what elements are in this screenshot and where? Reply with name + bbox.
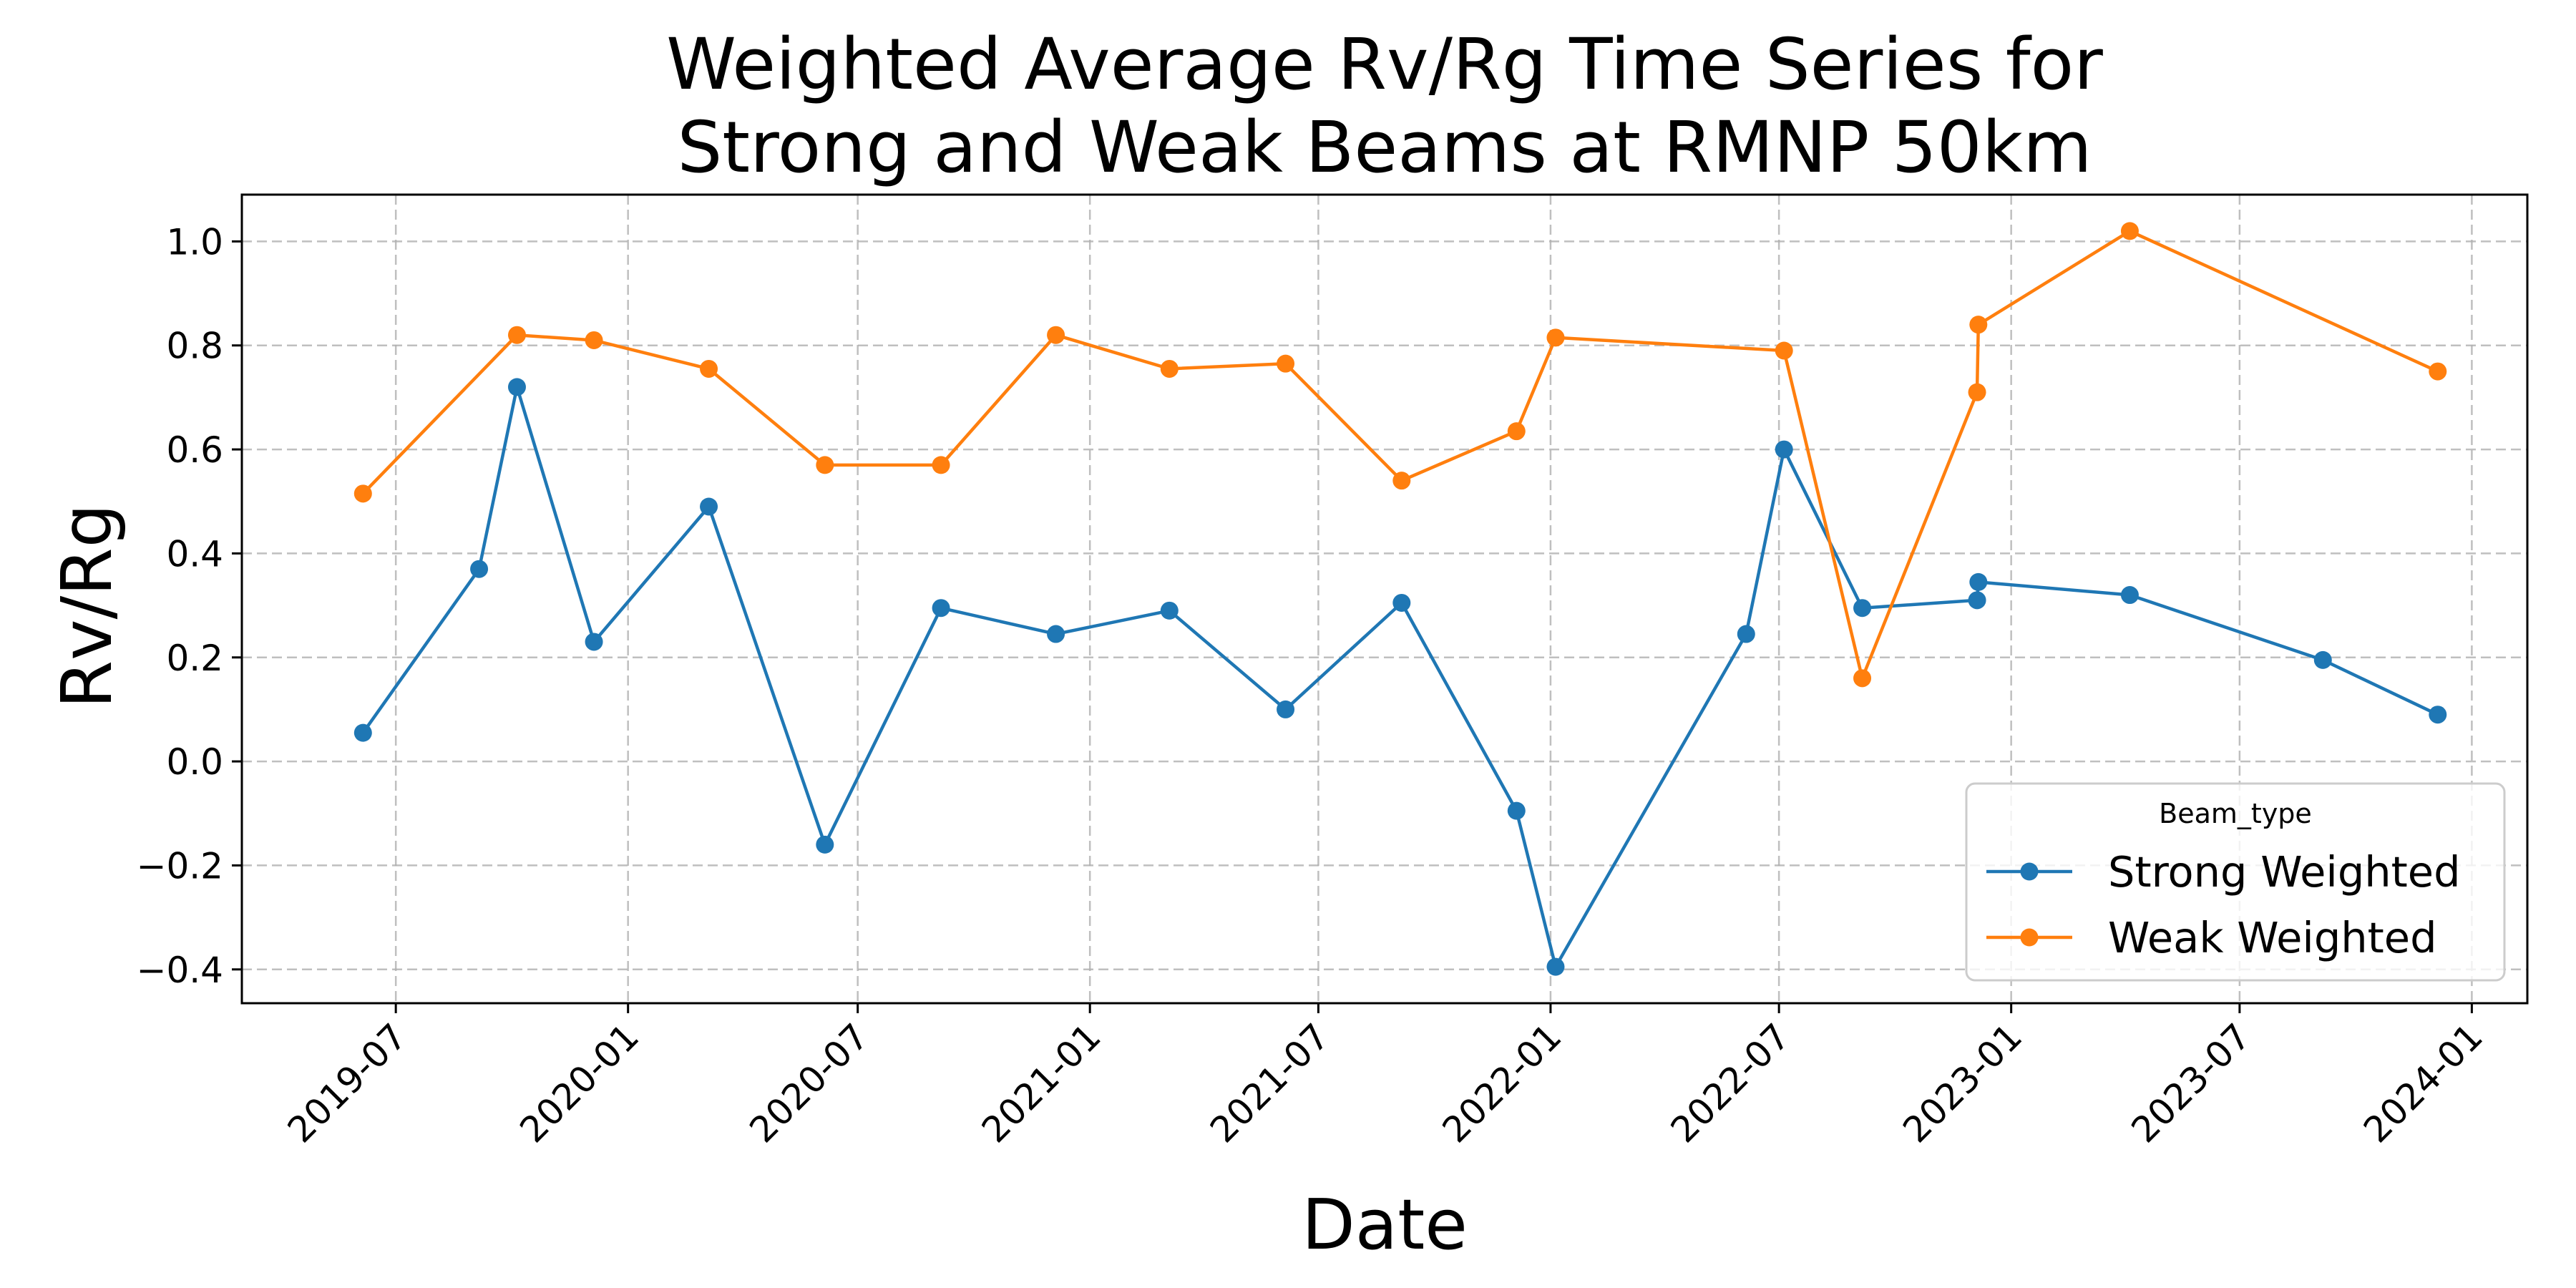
data-point-strong-weighted <box>507 378 526 396</box>
series-strong-weighted <box>353 378 2447 976</box>
x-tick-label: 2023-07 <box>2124 1015 2259 1151</box>
legend-label: Weak Weighted <box>2108 913 2437 962</box>
data-point-strong-weighted <box>816 835 834 854</box>
data-point-strong-weighted <box>1160 601 1179 620</box>
x-tick-label: 2021-07 <box>1202 1015 1337 1151</box>
data-point-strong-weighted <box>2429 706 2447 724</box>
legend-box <box>1965 782 2506 982</box>
axis-ticks: 2019-07 2020-01 2020-07 2021-01 2021-07 2022-… <box>137 221 2491 1151</box>
data-point-strong-weighted <box>1969 572 1988 591</box>
data-point-weak-weighted <box>1775 341 1793 360</box>
legend-swatch-marker <box>2020 862 2039 881</box>
plot-frame <box>240 193 2529 1005</box>
data-point-weak-weighted <box>932 456 950 474</box>
data-point-weak-weighted <box>1969 316 1988 334</box>
data-point-strong-weighted <box>1775 440 1793 459</box>
data-point-weak-weighted <box>1392 472 1411 490</box>
data-point-weak-weighted <box>507 326 526 344</box>
y-tick-label: 1.0 <box>166 221 223 263</box>
x-tick-label: 2020-01 <box>512 1015 647 1151</box>
x-tick-label: 2024-01 <box>2356 1015 2491 1151</box>
series-line-weak-weighted <box>361 229 2439 680</box>
data-point-weak-weighted <box>1546 328 1565 347</box>
x-tick-label: 2020-07 <box>741 1015 877 1151</box>
x-tick-label: 2022-07 <box>1663 1015 1798 1151</box>
y-tick-label: −0.4 <box>137 950 223 991</box>
y-tick-label: 0.8 <box>166 326 223 367</box>
data-point-strong-weighted <box>700 497 718 516</box>
y-tick-label: 0.2 <box>166 638 223 679</box>
data-point-weak-weighted <box>2429 362 2447 381</box>
legend: Beam_type Strong Weighted Weak Weighted <box>1965 782 2506 982</box>
data-point-weak-weighted <box>1968 383 1986 401</box>
data-point-strong-weighted <box>353 723 372 742</box>
data-point-weak-weighted <box>2120 222 2139 240</box>
y-axis-label: Rv/Rg <box>47 504 127 708</box>
data-point-strong-weighted <box>1546 957 1565 976</box>
data-point-weak-weighted <box>700 359 718 378</box>
data-series <box>353 222 2447 976</box>
data-point-strong-weighted <box>1968 591 1986 610</box>
data-point-strong-weighted <box>932 599 950 618</box>
data-point-weak-weighted <box>1277 354 1295 373</box>
data-point-strong-weighted <box>1737 625 1755 643</box>
data-point-strong-weighted <box>1277 700 1295 718</box>
y-tick-label: 0.0 <box>166 741 223 783</box>
data-point-weak-weighted <box>1047 326 1065 344</box>
legend-item-strong-weighted: Strong Weighted <box>1986 847 2461 897</box>
y-tick-label: 0.4 <box>166 533 223 575</box>
legend-item-weak-weighted: Weak Weighted <box>1986 913 2437 962</box>
legend-title: Beam_type <box>2159 798 2312 829</box>
data-point-weak-weighted <box>1160 359 1179 378</box>
legend-label: Strong Weighted <box>2108 847 2461 897</box>
series-weak-weighted <box>353 222 2447 688</box>
data-point-strong-weighted <box>2120 586 2139 605</box>
chart-title: Weighted Average Rv/Rg Time Series for S… <box>666 24 2103 189</box>
legend-swatch-marker <box>2020 928 2039 947</box>
data-point-strong-weighted <box>585 633 603 651</box>
x-tick-label: 2021-01 <box>974 1015 1109 1151</box>
data-point-strong-weighted <box>2313 650 2332 669</box>
x-axis-label: Date <box>1302 1184 1468 1265</box>
data-point-weak-weighted <box>816 456 834 474</box>
data-point-strong-weighted <box>1047 625 1065 643</box>
data-point-weak-weighted <box>585 331 603 349</box>
chart-title-line-2: Strong and Weak Beams at RMNP 50km <box>677 107 2092 189</box>
data-point-weak-weighted <box>1853 669 1872 688</box>
grid <box>242 195 2527 1003</box>
data-point-weak-weighted <box>1507 422 1526 441</box>
data-point-strong-weighted <box>1507 801 1526 820</box>
y-tick-label: −0.2 <box>137 845 223 887</box>
x-tick-label: 2023-01 <box>1895 1015 2030 1151</box>
y-tick-label: 0.6 <box>166 429 223 471</box>
x-tick-label: 2022-01 <box>1435 1015 1570 1151</box>
chart-title-line-1: Weighted Average Rv/Rg Time Series for <box>666 24 2103 106</box>
data-point-weak-weighted <box>353 484 372 503</box>
data-point-strong-weighted <box>1392 593 1411 612</box>
data-point-strong-weighted <box>470 560 489 578</box>
legend-items: Strong Weighted Weak Weighted <box>1986 847 2461 962</box>
x-tick-label: 2019-07 <box>280 1015 415 1151</box>
data-point-strong-weighted <box>1853 599 1872 618</box>
